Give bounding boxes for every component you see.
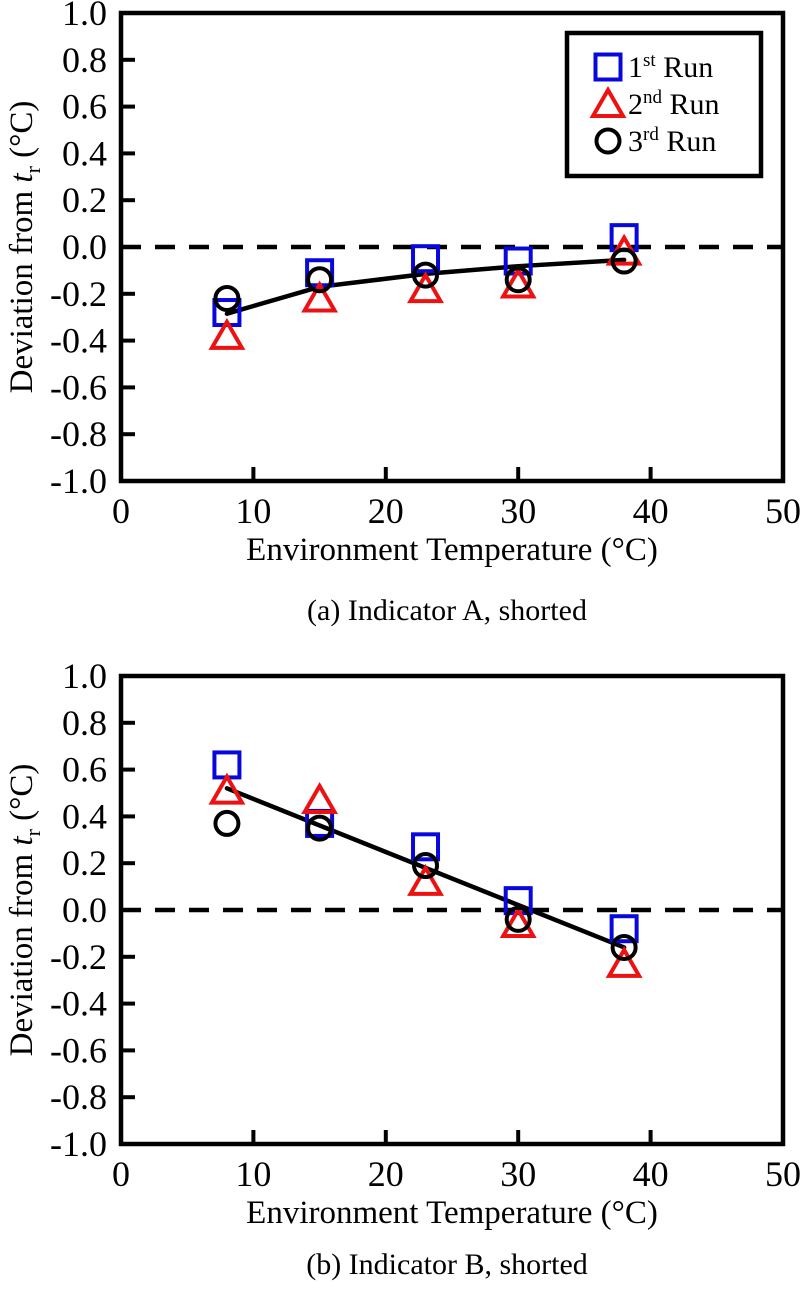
y-tick-label: 1.0 [62,656,107,696]
y-tick-label: 0.8 [62,703,107,743]
marker-triangle [301,280,339,313]
chart-a: 1.0 0.8 0.6 0.4 0.2 0.0 -0.2 -0.4 -0.6 -0.8 -1.00 1… [4,0,800,568]
y-tick-label: 0.0 [62,227,107,267]
marker-circle [306,814,334,842]
y-tick-label: 0.2 [62,843,107,883]
y-tick-label: -0.6 [50,367,107,407]
legend-marker-triangle [589,85,627,118]
marker-circle [213,809,241,837]
marker-triangle [499,906,537,939]
y-tick-label: -0.8 [50,1077,107,1117]
x-tick-label: 20 [368,491,404,531]
legend-label: 3rd Run [628,124,716,158]
x-tick-label: 40 [633,1154,669,1194]
marker-triangle [208,772,246,805]
x-tick-label: 10 [235,491,271,531]
marker-circle [610,933,638,961]
marker-circle [213,284,241,312]
y-tick-label: 0.4 [62,133,107,173]
marker-circle [504,905,532,933]
marker-circle [610,247,638,275]
legend-label: 2nd Run [628,87,720,121]
x-tick-label: 30 [500,1154,536,1194]
x-axis-label: Environment Temperature (°C) [246,532,658,568]
y-tick-label: 0.6 [62,750,107,790]
x-axis-label: Environment Temperature (°C) [246,1195,658,1231]
y-tick-label: -0.4 [50,984,107,1024]
y-tick-label: -0.8 [50,414,107,454]
y-tick-label: 0.4 [62,796,107,836]
chart-b-caption: (b) Indicator B, shorted [306,1248,588,1281]
x-tick-label: 0 [112,491,130,531]
marker-circle [504,266,532,294]
y-tick-label: -0.2 [50,937,107,977]
y-tick-label: -0.4 [50,321,107,361]
marker-triangle [605,945,643,978]
x-tick-label: 0 [112,1154,130,1194]
y-tick-label: 0.8 [62,40,107,80]
marker-triangle [301,782,339,815]
x-tick-label: 10 [235,1154,271,1194]
marker-square [609,914,639,944]
marker-square [411,832,441,862]
legend-marker-circle [594,127,622,155]
chart-b: 1.0 0.8 0.6 0.4 0.2 0.0 -0.2 -0.4 -0.6 -0.8 -1.00 1… [4,656,800,1231]
legend-box [564,30,764,179]
x-tick-label: 30 [500,491,536,531]
x-tick-label: 40 [633,491,669,531]
marker-circle [412,261,440,289]
x-tick-label: 50 [765,491,800,531]
y-tick-label: -1.0 [50,461,107,501]
chart-a-caption: (a) Indicator A, shorted [307,594,587,627]
marker-triangle [407,863,444,896]
y-tick-label: 1.0 [62,0,107,33]
legend-label: 1st Run [628,50,713,84]
y-axis-label: Deviation from tr (°C) [4,764,45,1057]
y-tick-label: 0.2 [62,180,107,220]
marker-triangle [407,271,444,304]
marker-circle [412,852,440,880]
marker-circle [306,266,334,294]
legend-marker-square [593,52,623,82]
x-tick-label: 20 [368,1154,404,1194]
marker-triangle [208,317,246,350]
y-tick-label: 0.6 [62,87,107,127]
x-tick-label: 50 [765,1154,800,1194]
y-tick-label: -0.6 [50,1030,107,1070]
y-axis-label: Deviation from tr (°C) [4,101,45,394]
marker-triangle [499,266,537,299]
y-tick-label: 0.0 [62,890,107,930]
y-tick-label: -1.0 [50,1124,107,1164]
y-tick-label: -0.2 [50,274,107,314]
